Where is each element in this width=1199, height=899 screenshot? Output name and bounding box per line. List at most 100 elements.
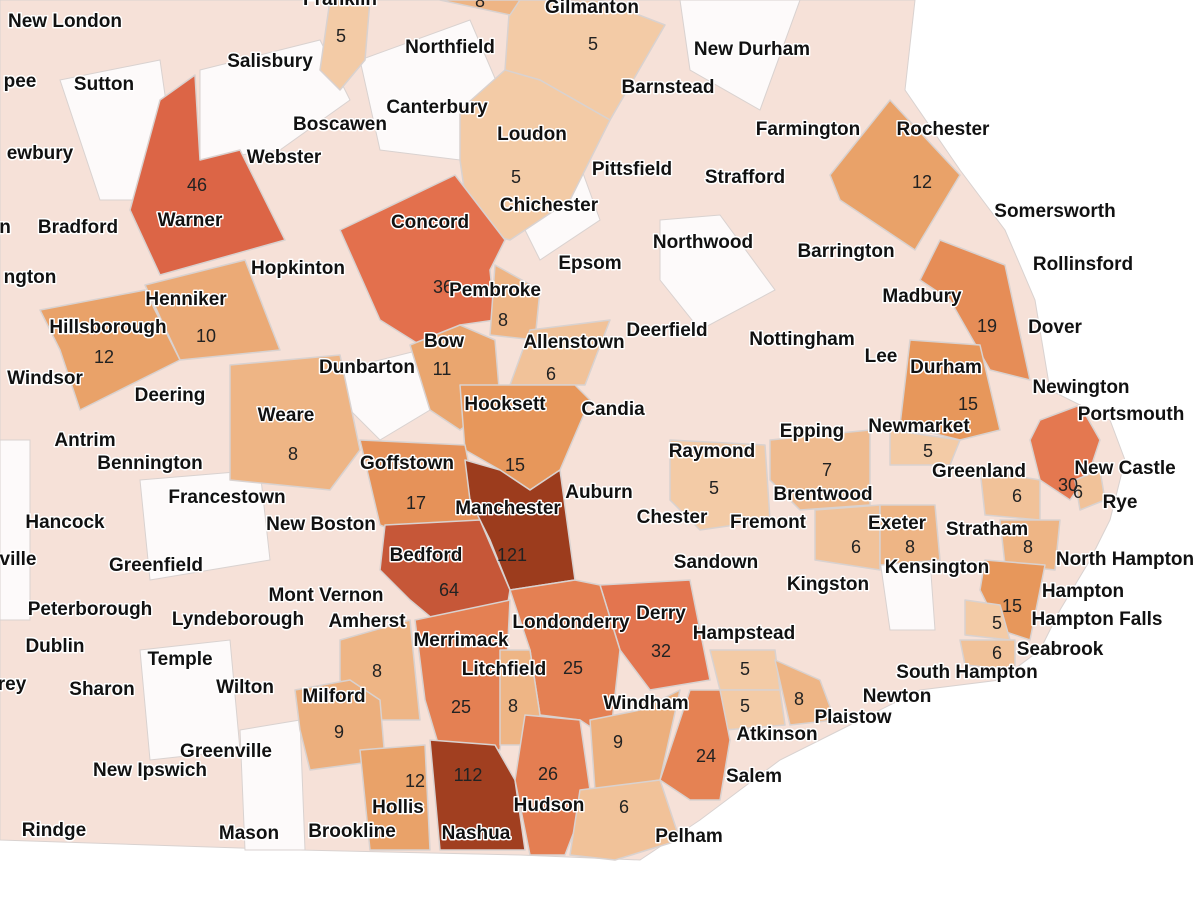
town-label: Canterbury (386, 97, 488, 118)
town-count: 112 (454, 765, 483, 785)
town-label: Hudson (514, 795, 585, 816)
town-count: 5 (992, 613, 1002, 633)
town-label: Concord (391, 212, 469, 233)
town-label: ville (0, 549, 36, 570)
town-count: 9 (613, 732, 623, 752)
town-label: Amherst (328, 611, 406, 632)
town-label: Lyndeborough (172, 609, 304, 630)
town-region (319, 0, 371, 91)
town-region (39, 289, 181, 411)
town-label: Exeter (868, 513, 927, 534)
town-label: Salisbury (227, 51, 313, 72)
town-label: Dublin (25, 636, 84, 657)
town-label: South Hampton (896, 662, 1037, 683)
town-label: Windham (603, 693, 688, 714)
town-label: Durham (910, 357, 982, 378)
town-label: Brookline (308, 821, 396, 842)
town-count: 5 (511, 167, 521, 187)
town-region (879, 504, 941, 566)
town-label: Sandown (674, 552, 758, 573)
town-count: 8 (508, 696, 518, 716)
town-label: Hancock (25, 512, 105, 533)
town-label: Mason (219, 823, 279, 844)
town-count: 6 (1073, 482, 1083, 502)
town-label: Kingston (787, 574, 869, 595)
town-label: Sharon (69, 679, 134, 700)
town-count: 46 (187, 175, 207, 195)
town-label: Goffstown (360, 453, 454, 474)
town-count: 6 (1012, 486, 1022, 506)
town-region (589, 689, 681, 791)
town-count: 8 (905, 537, 915, 557)
town-label: Weare (258, 405, 315, 426)
town-count: 10 (196, 326, 216, 346)
town-count: 12 (912, 172, 932, 192)
town-count: 8 (498, 310, 508, 330)
town-count: 25 (451, 697, 471, 717)
town-label: Portsmouth (1078, 404, 1185, 425)
town-label: Northfield (405, 37, 495, 58)
town-label: Lee (865, 346, 898, 367)
town-count: 19 (977, 316, 997, 336)
town-label: Webster (247, 147, 322, 168)
town-label: Plaistow (814, 707, 891, 728)
town-label: North Hampton (1056, 549, 1194, 570)
town-count: 26 (538, 764, 558, 784)
town-region (669, 439, 771, 531)
town-label: Northwood (653, 232, 753, 253)
town-count: 6 (546, 364, 556, 384)
town-count: 8 (1023, 537, 1033, 557)
town-label: New Durham (694, 39, 810, 60)
town-label: Londonderry (512, 612, 630, 633)
town-region (509, 319, 611, 386)
town-label: Hampton Falls (1032, 609, 1163, 630)
town-label: Pittsfield (592, 159, 672, 180)
town-label: New Ipswich (93, 760, 207, 781)
town-region (919, 239, 1031, 381)
town-label: New London (8, 11, 122, 32)
town-label: Rollinsford (1033, 254, 1133, 275)
town-count: 17 (406, 493, 426, 513)
town-label: Brentwood (773, 484, 872, 505)
town-label: Milford (302, 686, 365, 707)
town-label: Strafford (705, 167, 785, 188)
town-count: 8 (372, 661, 382, 681)
town-region (359, 744, 431, 851)
town-label: Bradford (38, 217, 118, 238)
town-label: Newmarket (868, 416, 970, 437)
town-region (959, 639, 1016, 671)
town-label: Chichester (500, 195, 599, 216)
town-count: 12 (405, 771, 425, 791)
town-label: ngton (4, 267, 57, 288)
town-label: Gilmanton (545, 0, 639, 18)
town-label: Antrim (54, 430, 115, 451)
town-label: Stratham (946, 519, 1028, 540)
town-label: Dover (1028, 317, 1082, 338)
town-count: 121 (497, 545, 527, 565)
town-region (769, 429, 871, 511)
town-label: Windsor (7, 368, 83, 389)
town-label: Hollis (372, 797, 424, 818)
town-label: New Boston (266, 514, 376, 535)
town-label: Hampton (1042, 581, 1124, 602)
town-count: 64 (439, 580, 459, 600)
town-region (829, 99, 961, 251)
town-label: Allenstown (523, 332, 624, 353)
town-count: 5 (740, 696, 750, 716)
town-label: Farmington (756, 119, 861, 140)
town-count: 8 (288, 444, 298, 464)
town-label: ewbury (7, 143, 74, 164)
town-count: 15 (958, 394, 978, 414)
town-label: Epsom (558, 253, 621, 274)
town-label: Rindge (22, 820, 86, 841)
town-count: 5 (709, 478, 719, 498)
town-label: Loudon (497, 124, 567, 145)
town-count: 11 (433, 359, 452, 379)
town-region (439, 0, 521, 16)
town-label: Hooksett (464, 394, 546, 415)
town-label: Bedford (390, 545, 463, 566)
town-label: Wilton (216, 677, 274, 698)
town-count: 5 (588, 34, 598, 54)
town-count: 6 (619, 797, 629, 817)
